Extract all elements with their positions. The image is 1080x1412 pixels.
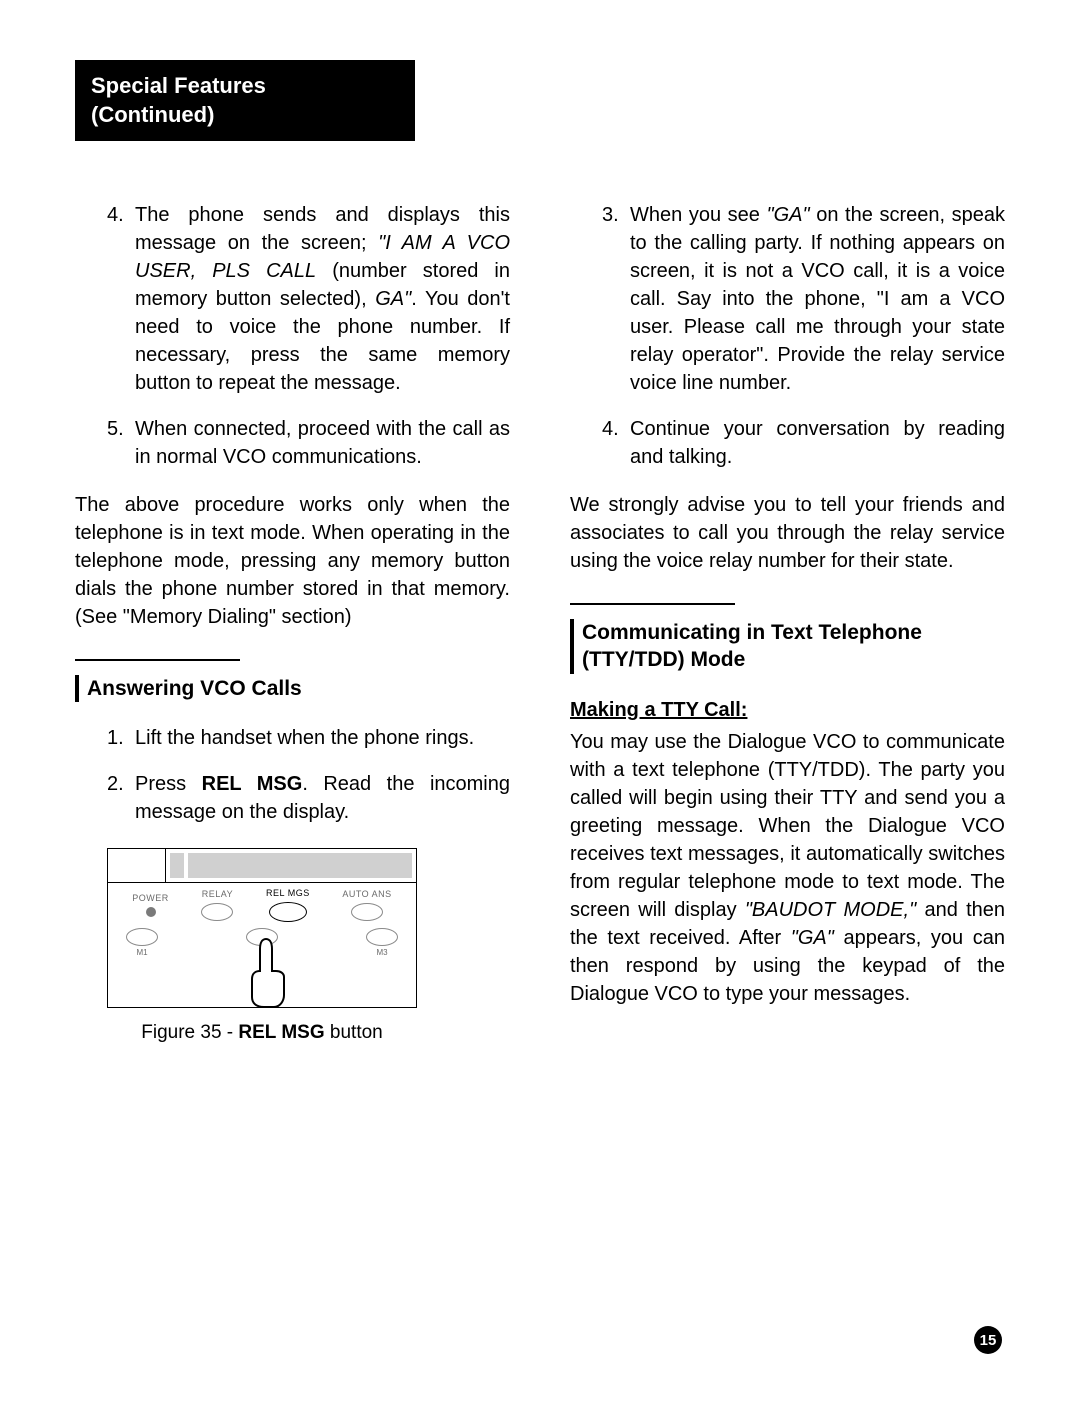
page-number: 15 xyxy=(974,1326,1002,1354)
section-heading: Communicating in Text Telephone (TTY/TDD… xyxy=(570,619,1005,674)
list-text: The phone sends and displays this messag… xyxy=(135,201,510,397)
relmgs-group: REL MGS xyxy=(266,887,310,922)
m3-button-icon xyxy=(366,928,398,946)
relay-button-icon xyxy=(201,903,233,921)
relmgs-label: REL MGS xyxy=(266,887,310,900)
list-item-5: 5. When connected, proceed with the call… xyxy=(75,415,510,471)
m3-group: M3 xyxy=(366,928,398,958)
text: on the screen, speak to the calling part… xyxy=(630,204,1005,394)
list-number: 3. xyxy=(602,201,630,397)
text: When you see xyxy=(630,204,767,226)
text-italic: "GA" xyxy=(767,204,810,226)
power-group: POWER xyxy=(132,892,169,917)
display-row xyxy=(108,849,416,883)
section-rule xyxy=(75,659,240,661)
header-line1: Special Features xyxy=(91,72,399,101)
text-italic: GA" xyxy=(375,288,411,310)
list-item-3: 3. When you see "GA" on the screen, spea… xyxy=(570,201,1005,397)
m-center-button-icon xyxy=(246,928,278,946)
sub-heading: Making a TTY Call: xyxy=(570,696,1005,724)
text-italic: "GA" xyxy=(791,927,834,949)
m1-label: M1 xyxy=(136,947,147,958)
autoans-label: AUTO ANS xyxy=(342,888,391,901)
list-number: 4. xyxy=(107,201,135,397)
button-row: POWER RELAY REL MGS AUTO ANS xyxy=(108,883,416,926)
m1-group: M1 xyxy=(126,928,158,958)
paragraph: The above procedure works only when the … xyxy=(75,491,510,631)
section-header: Special Features (Continued) xyxy=(75,60,415,141)
display-segment xyxy=(170,853,184,878)
autoans-button-icon xyxy=(351,903,383,921)
display-main xyxy=(166,849,416,883)
list-number: 5. xyxy=(107,415,135,471)
text: Press xyxy=(135,773,202,795)
list-text: When you see "GA" on the screen, speak t… xyxy=(630,201,1005,397)
figure-caption: Figure 35 - REL MSG button xyxy=(107,1020,417,1047)
power-label: POWER xyxy=(132,892,169,905)
memory-row: M1 M3 xyxy=(108,926,416,964)
list-text: Press REL MSG. Read the incoming message… xyxy=(135,770,510,826)
caption-text: button xyxy=(325,1022,383,1043)
power-led-icon xyxy=(146,907,156,917)
m1-button-icon xyxy=(126,928,158,946)
autoans-group: AUTO ANS xyxy=(342,888,391,921)
caption-bold: REL MSG xyxy=(238,1022,324,1043)
relay-group: RELAY xyxy=(201,888,233,921)
list-item-1: 1. Lift the handset when the phone rings… xyxy=(75,724,510,752)
list-number: 2. xyxy=(107,770,135,826)
list-text: Continue your conversation by reading an… xyxy=(630,415,1005,471)
m-center-group xyxy=(246,928,278,958)
paragraph: We strongly advise you to tell your frie… xyxy=(570,491,1005,575)
list-number: 4. xyxy=(602,415,630,471)
display-left xyxy=(108,849,166,883)
right-column: 3. When you see "GA" on the screen, spea… xyxy=(570,201,1005,1059)
list-number: 1. xyxy=(107,724,135,752)
header-line2: (Continued) xyxy=(91,101,399,130)
list-item-2: 2. Press REL MSG. Read the incoming mess… xyxy=(75,770,510,826)
relmgs-button-icon xyxy=(269,902,307,922)
device-diagram: POWER RELAY REL MGS AUTO ANS xyxy=(107,848,417,1008)
caption-text: Figure 35 - xyxy=(141,1022,238,1043)
paragraph: You may use the Dialogue VCO to communic… xyxy=(570,728,1005,1008)
m3-label: M3 xyxy=(376,947,387,958)
left-column: 4. The phone sends and displays this mes… xyxy=(75,201,510,1059)
list-item-4: 4. Continue your conversation by reading… xyxy=(570,415,1005,471)
list-text: When connected, proceed with the call as… xyxy=(135,415,510,471)
list-text: Lift the handset when the phone rings. xyxy=(135,724,510,752)
display-segment xyxy=(188,853,412,878)
relay-label: RELAY xyxy=(202,888,233,901)
section-heading: Answering VCO Calls xyxy=(75,675,510,702)
content-columns: 4. The phone sends and displays this mes… xyxy=(75,201,1005,1059)
text-italic: "BAUDOT MODE," xyxy=(745,899,916,921)
figure-35: POWER RELAY REL MGS AUTO ANS xyxy=(107,848,417,1047)
list-item-4: 4. The phone sends and displays this mes… xyxy=(75,201,510,397)
text: You may use the Dialogue VCO to communic… xyxy=(570,731,1005,921)
text-bold: REL MSG xyxy=(202,773,303,795)
section-rule xyxy=(570,603,735,605)
